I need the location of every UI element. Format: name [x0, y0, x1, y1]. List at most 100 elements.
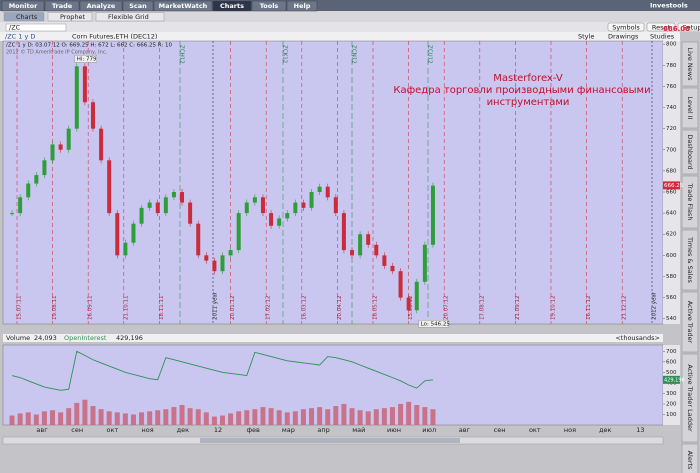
x-tick-label: дек: [177, 426, 189, 434]
side-tab-label: Dashboard: [686, 134, 694, 169]
x-tick-label: дек: [599, 426, 611, 434]
volume-bar: [317, 407, 323, 425]
candle: [260, 197, 265, 214]
candle: [406, 297, 411, 311]
volume-bar: [187, 408, 193, 425]
menu-tab-label: Analyze: [87, 2, 116, 10]
subtab[interactable]: [3, 12, 45, 22]
chart-tool[interactable]: Style: [578, 33, 594, 41]
candle: [228, 250, 233, 256]
volume-bar: [211, 416, 217, 425]
y-tick-label: 720: [666, 126, 677, 132]
candle: [42, 160, 47, 176]
candle: [204, 255, 209, 261]
toolbar-button-label: Reset: [652, 23, 671, 31]
volume-panel: [2, 344, 664, 426]
x-tick-label: 13: [636, 426, 644, 434]
x-tick-label: фев: [247, 426, 261, 434]
menu-tab[interactable]: [1, 0, 45, 12]
side-tab[interactable]: [681, 175, 699, 229]
side-tab-label: Live News: [686, 48, 694, 82]
volume-bar: [389, 407, 395, 425]
date-label: 15.06.12: [408, 296, 414, 321]
symbol-input[interactable]: [5, 23, 67, 32]
candle: [66, 128, 71, 150]
chart-tool[interactable]: Drawings: [608, 33, 639, 41]
brand: Investools: [650, 2, 688, 10]
y-tick-label: 100: [666, 412, 677, 418]
candle: [309, 192, 314, 208]
volume-bar: [300, 409, 306, 425]
y-tick-label: 300: [666, 391, 677, 397]
annotation: Masterforex-V: [493, 73, 563, 84]
subtab[interactable]: [47, 12, 93, 22]
charts: 540 560 580 600 620 640 660 680 700 720 740 760 780 8…: [2, 25, 690, 445]
side-tab[interactable]: [681, 87, 699, 129]
candle: [358, 234, 363, 256]
toolbar-button[interactable]: [677, 22, 700, 32]
menu-bar: [0, 0, 700, 11]
candle: [301, 202, 306, 208]
side-tab[interactable]: [681, 353, 699, 443]
volume-bar: [309, 408, 315, 425]
legend-value: 24,093: [34, 334, 57, 342]
scroll-thumb[interactable]: [200, 438, 460, 443]
contract-label: ZCH12: [179, 45, 185, 64]
volume-bar: [252, 409, 258, 425]
candle: [147, 202, 152, 208]
date-label: 17.02.12: [266, 296, 272, 321]
side-tab[interactable]: [681, 291, 699, 353]
last-price: 666.25: [664, 183, 684, 189]
volume-bar: [244, 410, 250, 425]
annotation: Кафедра торговли производными финансовым…: [393, 85, 650, 96]
candle: [236, 213, 241, 251]
volume-bar: [228, 413, 234, 425]
volume-bar: [325, 409, 331, 425]
candle: [163, 197, 168, 214]
oi-last-box: [663, 375, 680, 384]
candle: [74, 66, 79, 129]
chart-tool[interactable]: Studies: [650, 33, 675, 41]
volume-bar: [236, 411, 242, 425]
menu-tab[interactable]: [122, 0, 154, 12]
toolbar-button[interactable]: [607, 22, 645, 32]
date-label: 18.11.11: [159, 296, 165, 321]
menu-tab-label: MarketWatch: [159, 2, 208, 10]
volume-bar: [163, 409, 169, 425]
date-label: 20.07.12: [444, 296, 450, 321]
candle: [325, 186, 330, 198]
menu-tab[interactable]: [251, 0, 287, 12]
menu-tab[interactable]: [212, 0, 252, 12]
candle: [398, 271, 403, 298]
volume-bar: [74, 402, 80, 425]
menu-tab[interactable]: [286, 0, 318, 12]
date-label: 19.08.11: [52, 296, 58, 321]
subtab[interactable]: [95, 12, 165, 22]
menu-tab-label: Tools: [260, 2, 279, 10]
side-tab[interactable]: [681, 443, 699, 473]
side-tab-label: Times & Sales: [686, 236, 694, 283]
volume-bar: [414, 405, 420, 425]
subtab-label: Flexible Grid: [108, 13, 149, 21]
candle: [131, 223, 136, 243]
date-label: 21.10.11: [123, 296, 129, 321]
y-tick-label: 700: [666, 147, 677, 153]
x-tick-label: ноя: [564, 426, 576, 434]
menu-tab-label: Charts: [220, 2, 244, 10]
menu-tab[interactable]: [44, 0, 80, 12]
candle: [115, 213, 120, 256]
side-tab[interactable]: [681, 229, 699, 291]
side-tab[interactable]: [681, 129, 699, 175]
menu-tab[interactable]: [79, 0, 123, 12]
candle: [220, 255, 225, 272]
menu-tab[interactable]: [153, 0, 213, 12]
side-tab-label: Active Trader Ladder: [686, 364, 694, 432]
candle: [285, 213, 290, 219]
side-tab[interactable]: [681, 41, 699, 87]
candle: [390, 265, 395, 272]
candle: [317, 186, 322, 193]
volume-bar: [195, 409, 201, 425]
candle: [244, 202, 249, 214]
toolbar-button[interactable]: [646, 22, 676, 32]
